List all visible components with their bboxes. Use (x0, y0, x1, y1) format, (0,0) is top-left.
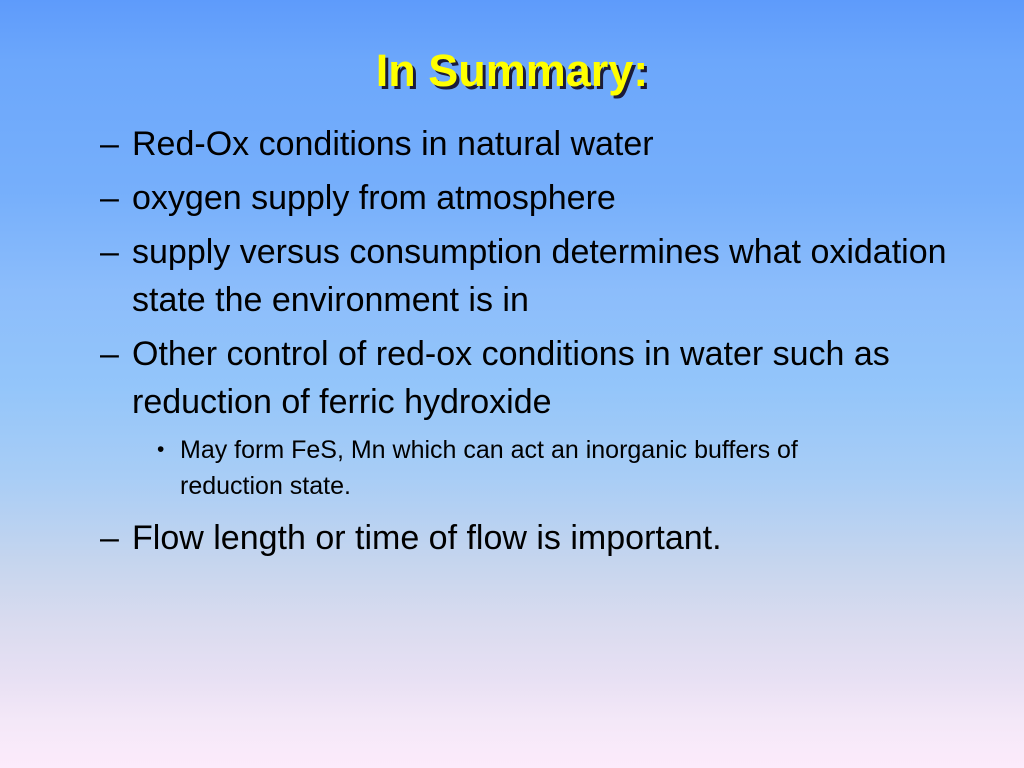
sub-list-item-text: May form FeS, Mn which can act an inorga… (180, 436, 798, 500)
list-item: – Red-Ox conditions in natural water (100, 120, 1000, 168)
bullet-list: – Red-Ox conditions in natural water – o… (100, 120, 1000, 568)
list-item-text: oxygen supply from atmosphere (132, 179, 616, 217)
list-item-text: Flow length or time of flow is important… (132, 519, 722, 557)
list-item-text: Red-Ox conditions in natural water (132, 125, 654, 163)
list-item-text: supply versus consumption determines wha… (132, 233, 947, 319)
dash-bullet-icon: – (100, 125, 119, 163)
dash-bullet-icon: – (100, 179, 119, 217)
list-item: – Other control of red-ox conditions in … (100, 330, 1000, 426)
round-bullet-icon: • (157, 438, 165, 461)
dash-bullet-icon: – (100, 233, 119, 271)
sub-list-item: • May form FeS, Mn which can act an inor… (157, 432, 1000, 504)
list-item: – supply versus consumption determines w… (100, 228, 1000, 324)
list-item: – Flow length or time of flow is importa… (100, 514, 1000, 562)
list-item: – oxygen supply from atmosphere (100, 174, 1000, 222)
page-title: In Summary: (375, 45, 649, 96)
list-item-text: Other control of red-ox conditions in wa… (132, 335, 890, 421)
dash-bullet-icon: – (100, 519, 119, 557)
dash-bullet-icon: – (100, 335, 119, 373)
